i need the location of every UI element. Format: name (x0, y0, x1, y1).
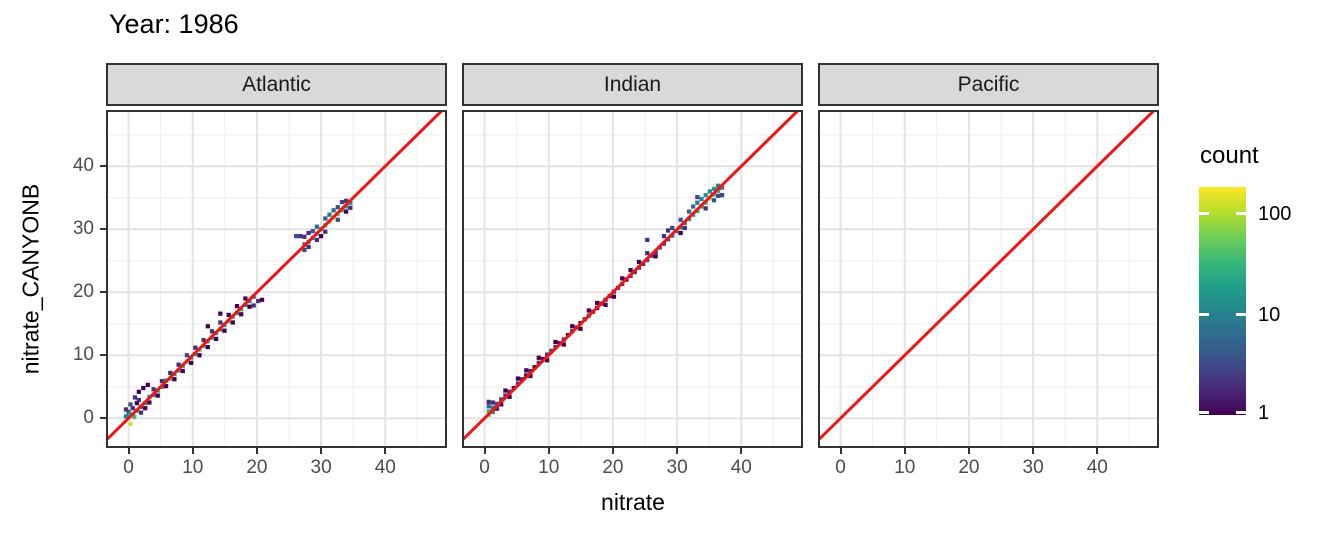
x-tick-label: 30 (310, 457, 332, 478)
legend-tick-mark (1199, 411, 1209, 414)
x-tick-label: 40 (730, 457, 752, 478)
y-tick-mark (100, 417, 106, 420)
y-axis-title: nitrate_CANYONB (17, 183, 44, 375)
x-tick-mark (384, 448, 387, 454)
panel-pacific (818, 110, 1159, 448)
y-tick-label: 30 (72, 218, 94, 240)
x-tick-label: 0 (835, 457, 846, 478)
x-tick-label: 30 (666, 457, 688, 478)
legend-tick-label: 100 (1258, 202, 1292, 225)
x-tick-mark (127, 448, 130, 454)
y-tick-label: 40 (72, 155, 94, 177)
x-tick-label: 10 (894, 457, 916, 478)
x-axis-title: nitrate (601, 489, 665, 515)
facet-strip-label: Indian (603, 72, 662, 96)
x-tick-label: 10 (182, 457, 204, 478)
x-tick-mark (839, 448, 842, 454)
legend-colorbar (1199, 187, 1246, 415)
x-tick-label: 40 (374, 457, 396, 478)
facet-strip-indian: Indian (462, 63, 803, 106)
x-tick-mark (611, 448, 614, 454)
legend-tick-mark (1236, 411, 1246, 414)
panel-atlantic (106, 110, 447, 448)
x-tick-mark (483, 448, 486, 454)
y-tick-mark (100, 354, 106, 357)
y-tick-mark (100, 228, 106, 231)
plot-title: Year: 1986 (109, 9, 239, 39)
x-tick-label: 20 (246, 457, 268, 478)
panel-indian (462, 110, 803, 448)
facet-strip-atlantic: Atlantic (106, 63, 447, 106)
x-tick-label: 40 (1086, 457, 1108, 478)
x-tick-mark (320, 448, 323, 454)
x-tick-mark (967, 448, 970, 454)
y-tick-mark (100, 291, 106, 294)
panel-canvas-indian (464, 112, 801, 446)
x-tick-mark (191, 448, 194, 454)
legend-tick-label: 1 (1258, 402, 1270, 424)
y-tick-label: 10 (72, 344, 94, 366)
x-tick-mark (1096, 448, 1099, 454)
x-tick-label: 0 (479, 457, 490, 478)
y-tick-label: 0 (83, 407, 94, 429)
panel-canvas-pacific (820, 112, 1157, 446)
legend-tick-mark (1199, 312, 1209, 316)
x-tick-mark (547, 448, 550, 454)
legend-title: count (1200, 142, 1259, 169)
x-tick-mark (903, 448, 906, 454)
y-tick-label: 20 (72, 281, 94, 303)
legend-tick-mark (1236, 211, 1246, 215)
facet-strip-pacific: Pacific (818, 63, 1159, 106)
legend-tick-label: 10 (1258, 303, 1281, 326)
x-tick-label: 0 (123, 457, 134, 478)
x-tick-mark (740, 448, 743, 454)
y-tick-mark (100, 165, 106, 168)
x-tick-label: 10 (538, 457, 560, 478)
facet-strip-label: Pacific (957, 72, 1020, 96)
panel-canvas-atlantic (108, 112, 445, 446)
x-tick-label: 20 (602, 457, 624, 478)
x-tick-label: 30 (1022, 457, 1044, 478)
x-tick-label: 20 (958, 457, 980, 478)
legend-tick-mark (1236, 312, 1246, 316)
x-tick-mark (1032, 448, 1035, 454)
facet-strip-label: Atlantic (242, 72, 311, 96)
x-tick-mark (255, 448, 258, 454)
legend-tick-mark (1199, 211, 1209, 215)
x-tick-mark (676, 448, 679, 454)
